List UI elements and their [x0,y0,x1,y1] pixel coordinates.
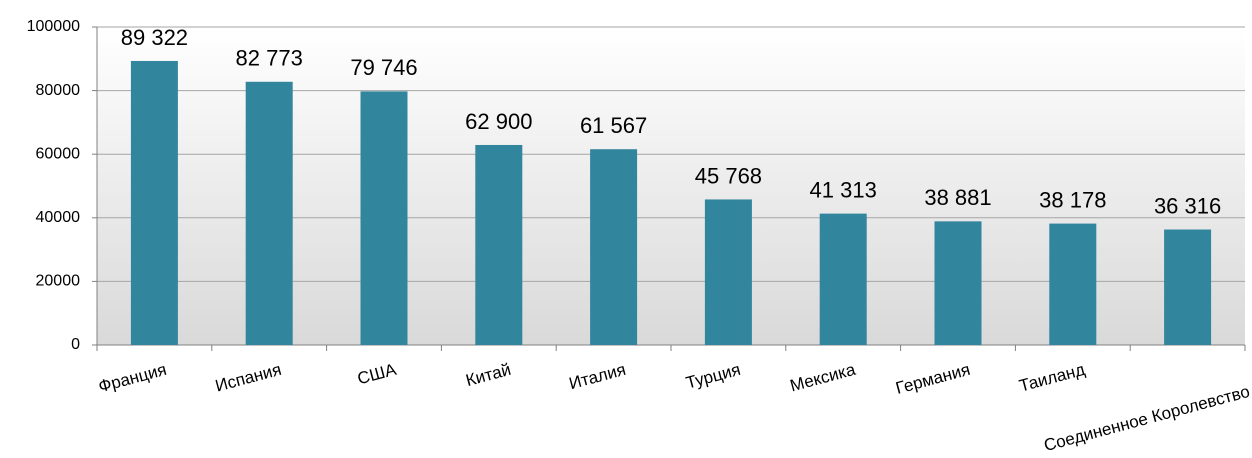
bar [475,144,523,345]
bar [360,91,408,346]
value-label: 38 881 [924,185,991,210]
bar [590,149,638,345]
x-tick-label: Турция [684,360,743,393]
x-tick-label: Соединенное Королевство [1042,382,1252,455]
x-tick-label: Италия [567,360,628,393]
x-tick-label: Германия [894,360,973,398]
bar [245,81,293,345]
x-tick-label: Китай [464,360,513,390]
y-tick-label: 100000 [27,18,80,35]
x-tick-label: Испания [213,360,283,396]
bar [934,221,982,345]
value-label: 45 768 [695,163,762,188]
bar [1164,229,1212,345]
x-tick-label: США [355,360,398,389]
bar [130,60,178,345]
y-tick-label: 80000 [36,82,81,99]
value-label: 79 746 [350,55,417,80]
value-label: 41 313 [810,177,877,202]
value-label: 82 773 [236,46,303,71]
value-label: 62 900 [465,109,532,134]
x-tick-label: Мексика [788,360,858,396]
bar [1049,223,1097,345]
bar [819,213,867,345]
value-label: 89 322 [121,25,188,50]
value-label: 61 567 [580,113,647,138]
value-label: 36 316 [1154,193,1221,218]
bar [704,199,752,345]
y-tick-label: 40000 [36,209,81,226]
x-tick-label: Таиланд [1017,360,1087,396]
y-tick-label: 60000 [36,145,81,162]
x-tick-label: Франция [96,360,168,396]
y-tick-label: 0 [71,336,80,353]
y-tick-label: 20000 [36,273,81,290]
value-label: 38 178 [1039,187,1106,212]
